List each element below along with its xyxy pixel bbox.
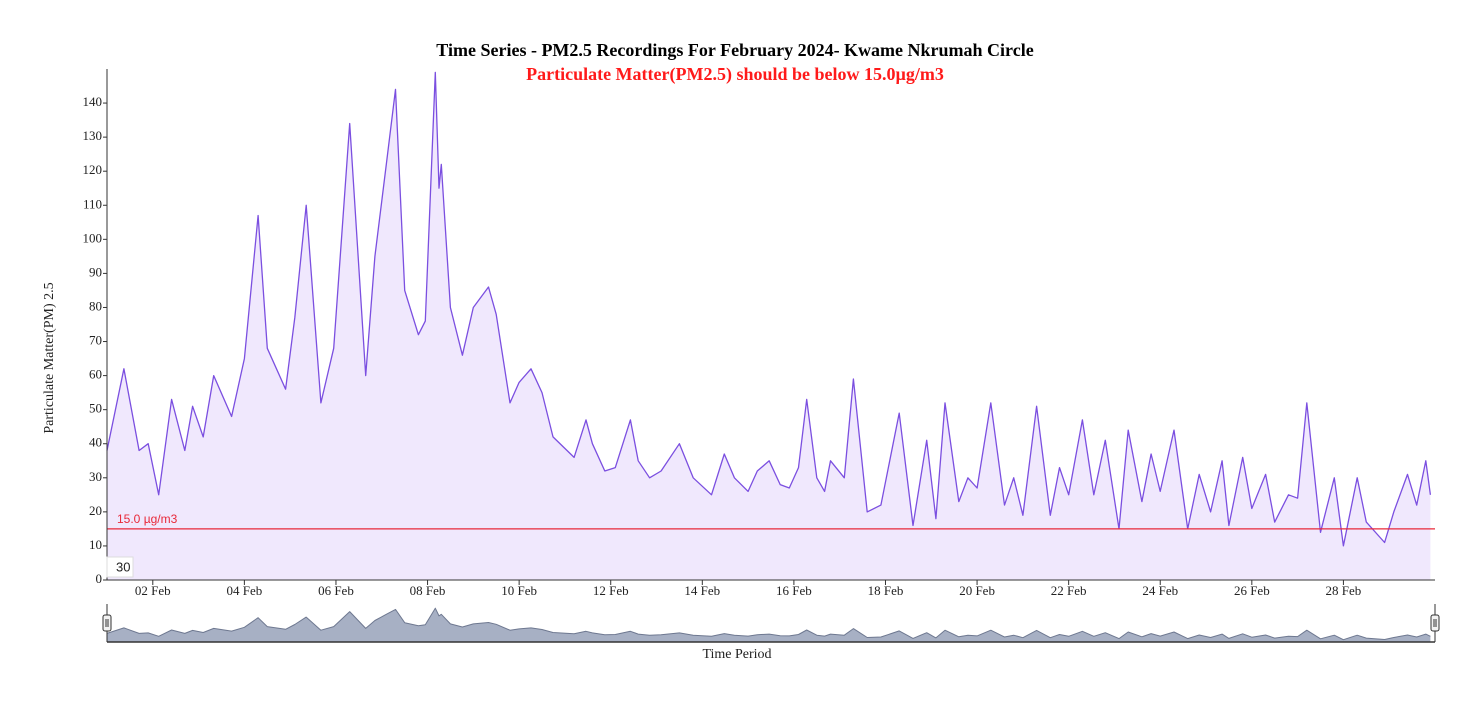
x-tick-label: 04 Feb <box>227 583 263 598</box>
navigator-area <box>107 608 1431 642</box>
chart-subtitle: Particulate Matter(PM2.5) should be belo… <box>526 64 944 85</box>
y-tick-label: 20 <box>89 503 102 518</box>
y-tick-label: 10 <box>89 537 102 552</box>
y-axis-label: Particulate Matter(PM) 2.5 <box>42 282 57 433</box>
x-tick-label: 02 Feb <box>135 583 171 598</box>
y-tick-label: 90 <box>89 264 102 279</box>
y-tick-label: 110 <box>83 196 102 211</box>
y-tick-label: 100 <box>83 230 103 245</box>
x-tick-label: 14 Feb <box>684 583 720 598</box>
navigator-handle[interactable] <box>102 614 112 632</box>
x-tick-label: 12 Feb <box>593 583 629 598</box>
series-line <box>106 71 1432 547</box>
x-tick-label: 26 Feb <box>1234 583 1270 598</box>
x-axis-label: Time Period <box>702 647 771 662</box>
y-tick-label: 70 <box>89 333 102 348</box>
x-tick-label: 06 Feb <box>318 583 354 598</box>
y-tick-label: 0 <box>96 571 103 586</box>
x-tick-label: 20 Feb <box>959 583 995 598</box>
y-tick-label: 130 <box>83 128 103 143</box>
y-tick-label: 30 <box>89 469 102 484</box>
x-tick-label: 22 Feb <box>1051 583 1087 598</box>
series-area <box>107 72 1431 581</box>
range-badge <box>106 556 134 578</box>
y-tick-label: 80 <box>89 298 102 313</box>
x-tick-label: 24 Feb <box>1142 583 1178 598</box>
y-tick-label: 120 <box>83 162 103 177</box>
x-tick-label: 16 Feb <box>776 583 812 598</box>
y-tick-label: 40 <box>89 435 102 450</box>
navigator-handle[interactable] <box>1430 614 1440 632</box>
y-tick-label: 140 <box>83 94 103 109</box>
chart-title: Time Series - PM2.5 Recordings For Febru… <box>436 40 1033 60</box>
navigator-line <box>106 607 1431 641</box>
x-tick-label: 10 Feb <box>501 583 537 598</box>
y-tick-label: 50 <box>89 401 102 416</box>
x-tick-label: 28 Feb <box>1326 583 1362 598</box>
range-label: 30 <box>116 559 130 574</box>
x-tick-label: 18 Feb <box>868 583 904 598</box>
threshold-label: 15.0 µg/m3 <box>117 512 178 526</box>
x-tick-label: 08 Feb <box>410 583 446 598</box>
y-tick-label: 60 <box>89 367 102 382</box>
